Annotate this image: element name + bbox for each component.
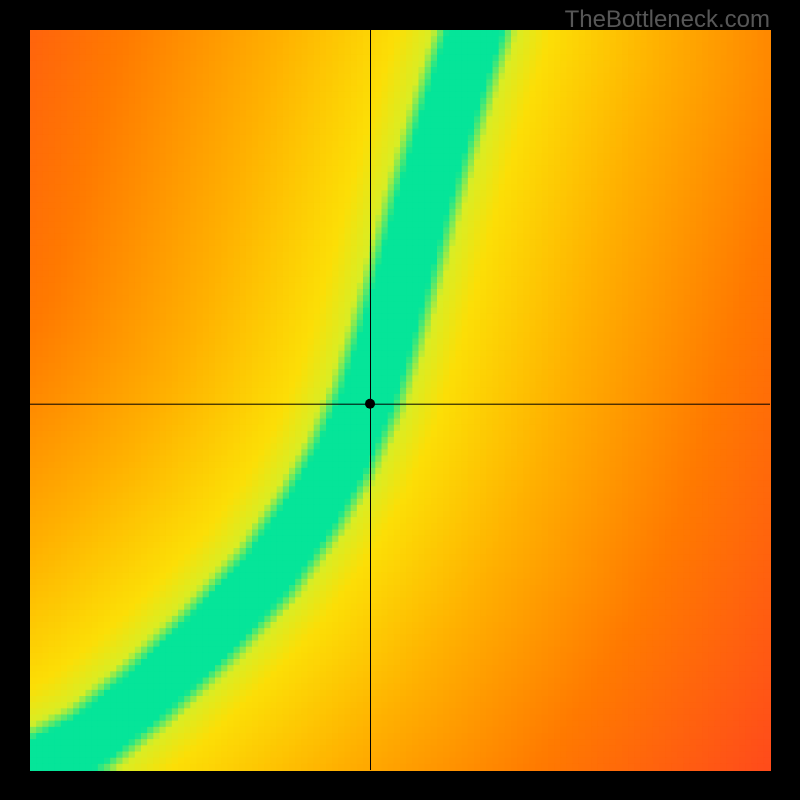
heatmap-canvas xyxy=(0,0,800,800)
chart-frame: TheBottleneck.com xyxy=(0,0,800,800)
watermark-text: TheBottleneck.com xyxy=(565,6,770,34)
